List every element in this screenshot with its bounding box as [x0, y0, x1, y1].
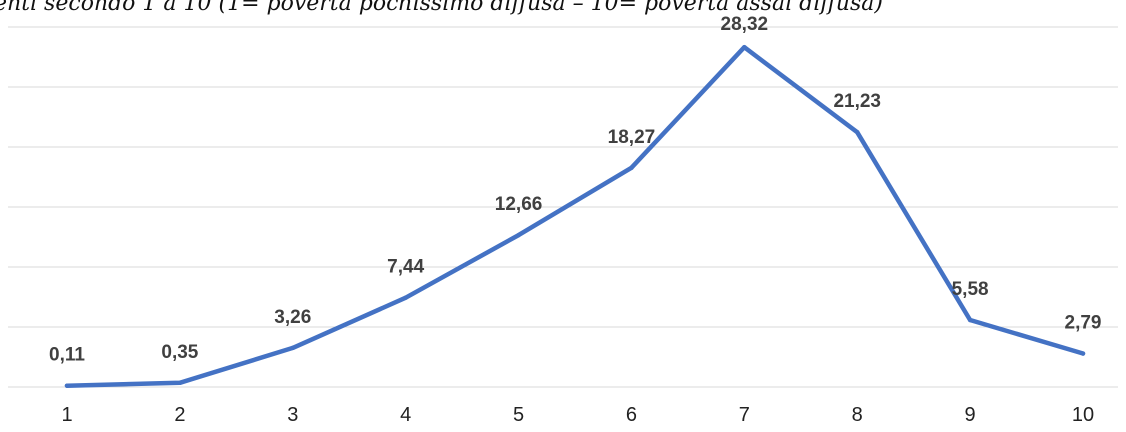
data-point: [742, 44, 747, 50]
data-label: 12,66: [495, 194, 543, 215]
series-layer: [64, 44, 1086, 388]
data-point: [1080, 351, 1086, 356]
data-point: [516, 232, 521, 238]
data-label: 3,26: [274, 307, 311, 328]
data-point: [629, 165, 634, 170]
series-line: [64, 44, 1086, 388]
data-point: [64, 383, 70, 388]
data-label: 18,27: [608, 127, 656, 148]
data-labels: 0,11 0,35 3,26 7,44 12,66 18,27 28,32 21,23 5,58…: [49, 14, 1101, 366]
data-label: 0,11: [49, 345, 85, 366]
x-tick-label: 10: [1072, 404, 1094, 426]
x-tick-label: 9: [965, 404, 976, 426]
data-label: 0,35: [161, 342, 198, 363]
chart-title: enti secondo 1 a 10 (1= povertà pochissi…: [0, 0, 883, 16]
data-label: 7,44: [387, 257, 424, 278]
data-label: 28,32: [721, 14, 769, 35]
x-axis-ticks: 1 2 3 4 5 6 7 8 9 10: [61, 404, 1094, 426]
x-tick-label: 3: [287, 404, 298, 426]
data-point: [290, 345, 295, 351]
data-point: [177, 380, 183, 385]
data-label: 21,23: [833, 91, 881, 112]
x-tick-label: 5: [513, 404, 524, 426]
data-label: 5,58: [952, 279, 989, 300]
x-tick-label: 4: [400, 404, 411, 426]
x-tick-label: 1: [61, 404, 72, 426]
data-point: [855, 130, 860, 135]
x-tick-label: 7: [739, 404, 750, 426]
data-point: [967, 317, 973, 323]
x-tick-label: 2: [174, 404, 185, 426]
x-tick-label: 8: [852, 404, 863, 426]
data-point: [403, 295, 408, 300]
data-label: 2,79: [1065, 313, 1102, 334]
x-tick-label: 6: [626, 404, 637, 426]
